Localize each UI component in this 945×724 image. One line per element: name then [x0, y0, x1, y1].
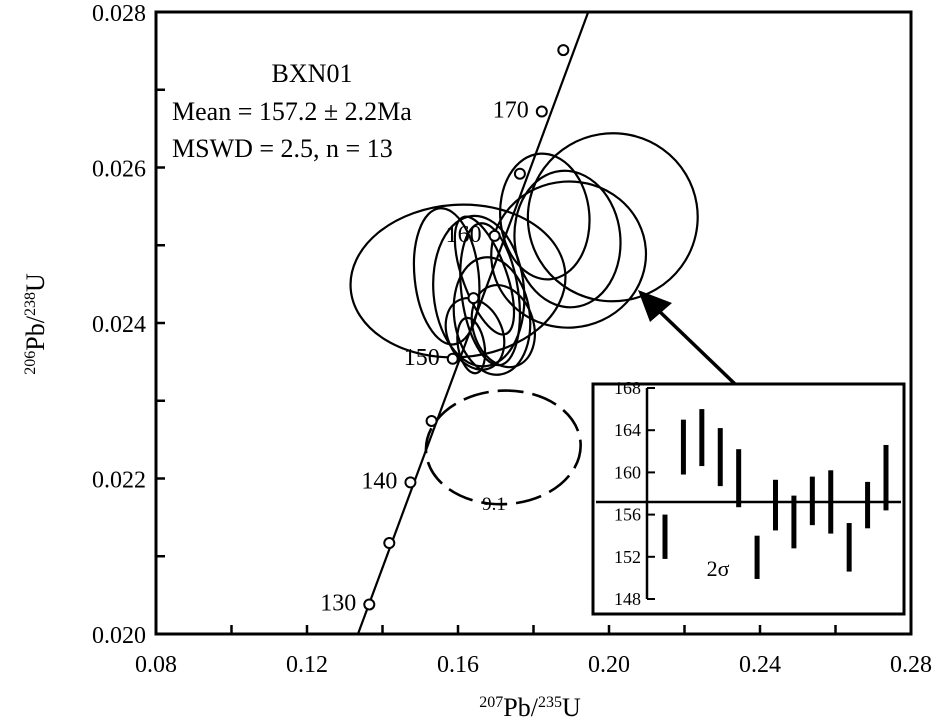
- analysis-ellipse: [412, 207, 481, 346]
- inset-tick-label: 152: [614, 547, 641, 567]
- sample-name: BXN01: [272, 59, 353, 88]
- inset-arrow-head: [638, 290, 672, 322]
- mswd-text: MSWD = 2.5, n = 13: [172, 134, 393, 163]
- inset-error-bar: [717, 428, 723, 487]
- inset-error-bar: [680, 419, 686, 475]
- age-marker: [383, 537, 396, 550]
- inset-error-bar: [828, 470, 834, 534]
- x-axis-ticks: 0.08 0.12 0.16 0.20 0.24 0.28: [135, 625, 932, 678]
- x-tick-label: 0.08: [135, 652, 177, 678]
- age-marker: [513, 167, 526, 180]
- age-marker: [488, 229, 501, 242]
- inset-error-bar: [809, 476, 815, 526]
- x-tick-label: 0.12: [286, 652, 328, 678]
- y-tick-label: 0.026: [92, 157, 146, 183]
- x-tick-label: 0.28: [890, 652, 932, 678]
- inset-error-bar: [736, 449, 742, 508]
- inset-tick-label: 168: [614, 378, 641, 398]
- concordia-curve: [356, 12, 590, 634]
- age-marker: [425, 414, 438, 427]
- analysis-ellipse: [453, 215, 516, 336]
- analysis-ellipse: [470, 284, 536, 369]
- inset-error-bar: [791, 495, 797, 549]
- inset-error-bar: [865, 481, 871, 529]
- y-axis-title: 206Pb/238U: [21, 273, 50, 375]
- inset-sigma-label: 2σ: [707, 556, 730, 581]
- inset-arrow-line: [656, 308, 737, 386]
- excluded-analysis-label: 9.1: [482, 494, 506, 515]
- inset-tick-label: 156: [614, 505, 641, 525]
- inset-tick-label: 148: [614, 589, 641, 609]
- age-label: 160: [446, 222, 482, 248]
- x-tick-label: 0.16: [437, 652, 479, 678]
- weighted-mean-inset: 148 152 156 160 164 168: [596, 378, 901, 609]
- analysis-ellipse: [444, 297, 506, 371]
- y-tick-label: 0.022: [92, 468, 146, 494]
- age-marker: [363, 598, 376, 611]
- y-axis-ticks: 0.020 0.022 0.024 0.026 0.028: [92, 1, 165, 649]
- x-tick-label: 0.20: [588, 652, 630, 678]
- analysis-ellipse: [513, 169, 622, 309]
- inset-tick-label: 160: [614, 462, 641, 482]
- age-marker: [535, 105, 548, 118]
- inset-error-bar: [754, 535, 760, 579]
- age-label: 130: [320, 590, 356, 616]
- age-marker: [467, 292, 480, 305]
- y-tick-label: 0.024: [92, 312, 146, 338]
- age-label: 150: [404, 345, 440, 371]
- age-marker: [404, 476, 417, 489]
- analysis-ellipse: [456, 316, 487, 375]
- inset-error-bar: [773, 479, 778, 531]
- age-markers: 130 140 150 160 170: [320, 44, 570, 616]
- inset-frame: [591, 382, 906, 616]
- inset-error-bar: [662, 514, 668, 559]
- x-tick-label: 0.24: [739, 652, 781, 678]
- excluded-analysis-ellipse: [424, 389, 582, 506]
- analysis-ellipse: [490, 180, 648, 329]
- y-tick-label: 0.028: [92, 1, 146, 27]
- inset-tick-label: 164: [614, 420, 641, 440]
- concordia-line: [356, 12, 590, 634]
- age-marker: [446, 352, 459, 365]
- x-axis-title: 207Pb/235U: [479, 693, 581, 722]
- inset-error-bar: [699, 409, 705, 467]
- mean-age-text: Mean = 157.2 ± 2.2Ma: [172, 97, 412, 126]
- age-marker: [557, 44, 570, 57]
- inset-error-bar: [846, 523, 852, 572]
- analysis-ellipse: [499, 152, 591, 281]
- analysis-ellipse: [349, 203, 567, 359]
- inset-error-bar: [883, 444, 889, 511]
- age-label: 170: [493, 98, 529, 124]
- analysis-ellipse: [526, 132, 699, 303]
- y-tick-label: 0.020: [92, 623, 146, 649]
- age-label: 140: [361, 468, 397, 494]
- analysis-ellipses: [349, 132, 699, 506]
